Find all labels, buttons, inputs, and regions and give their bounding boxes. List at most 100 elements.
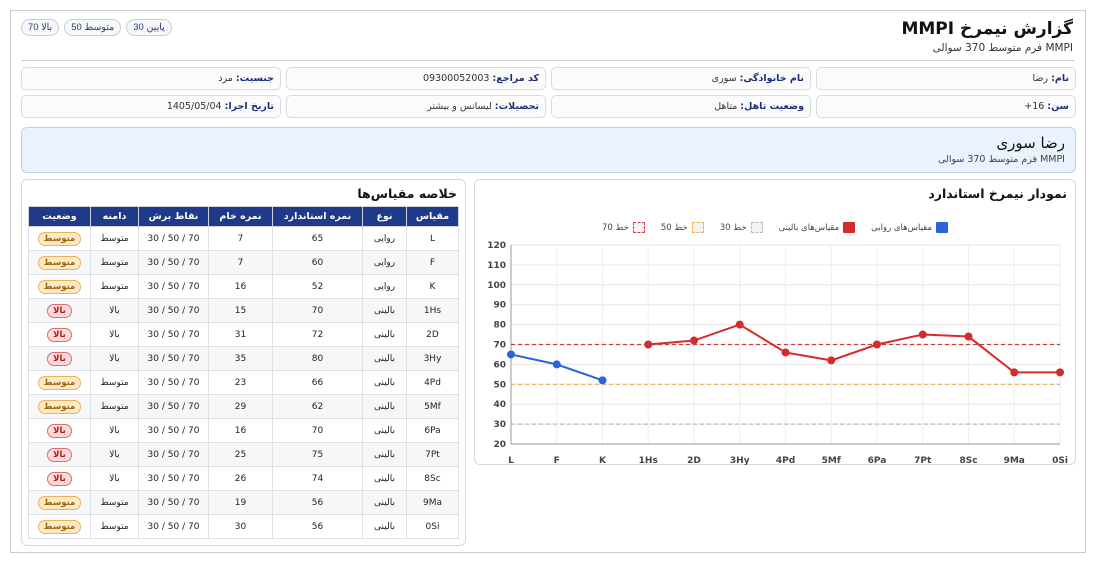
y-tick-label: 90 xyxy=(493,301,506,311)
client-banner: رضا سوری MMPI فرم متوسط 370 سوالی xyxy=(21,127,1076,173)
data-point xyxy=(781,348,790,357)
x-tick-label: 6Pa xyxy=(868,456,887,466)
raw-score-cell: 26 xyxy=(208,466,273,491)
y-tick-label: 50 xyxy=(493,380,506,390)
cutoff-cell: 70 / 50 / 30 xyxy=(138,226,209,251)
data-point xyxy=(690,336,698,345)
raw-score-cell: 30 xyxy=(208,514,273,539)
range-cell: بالا xyxy=(90,346,139,371)
x-tick-label: 0Si xyxy=(1052,456,1068,466)
range-cell: متوسط xyxy=(90,370,139,395)
level-low-button[interactable]: پایین 30 xyxy=(126,19,172,36)
status-badge: بالا xyxy=(47,351,72,366)
status-badge: بالا xyxy=(47,303,72,318)
info-value: سوری xyxy=(711,73,737,84)
table-row: 6Pa بالینی 70 16 70 / 50 / 30 بالا بالا xyxy=(28,418,459,443)
status-badge: متوسط xyxy=(37,519,82,534)
legend-item[interactable]: خط 30 xyxy=(720,222,763,233)
range-cell: متوسط xyxy=(90,250,139,275)
info-gender: جنسیت: مرد xyxy=(21,67,281,90)
legend-swatch xyxy=(843,222,856,233)
type-cell: بالینی xyxy=(362,442,407,467)
type-cell: روایی xyxy=(362,226,407,251)
x-tick-label: 4Pd xyxy=(776,456,795,466)
cutoff-cell: 70 / 50 / 30 xyxy=(138,490,209,515)
x-tick-label: L xyxy=(508,456,514,466)
col-header-scale: مقیاس xyxy=(406,206,459,227)
status-badge: بالا xyxy=(47,423,72,438)
legend-item[interactable]: مقیاس‌های روایی xyxy=(871,222,948,233)
scales-summary-card: خلاصه مقیاس‌ها مقیاس نوع نمره استاندارد … xyxy=(21,179,466,546)
legend-item[interactable]: خط 50 xyxy=(661,222,704,233)
info-first-name: نام: رضا xyxy=(816,67,1076,90)
type-cell: بالینی xyxy=(362,394,407,419)
legend-label: مقیاس‌های روایی xyxy=(871,222,932,233)
page-subtitle: MMPI فرم متوسط 370 سوالی xyxy=(932,42,1073,54)
client-info-grid: نام: رضا نام خانوادگی: سوری کد مراجع: 09300… xyxy=(21,67,1076,118)
scale-cell: 1Hs xyxy=(406,298,459,323)
info-value: متاهل xyxy=(714,101,738,112)
type-cell: بالینی xyxy=(362,418,407,443)
y-tick-label: 60 xyxy=(493,360,506,370)
raw-score-cell: 7 xyxy=(208,226,273,251)
status-badge: متوسط xyxy=(37,495,82,510)
t-score-cell: 66 xyxy=(272,370,363,395)
info-label: کد مراجع: xyxy=(492,73,539,84)
type-cell: بالینی xyxy=(362,466,407,491)
table-row: 4Pd بالینی 66 23 70 / 50 / 30 متوسط متوسط xyxy=(28,370,459,395)
status-cell: بالا xyxy=(28,466,91,491)
data-point xyxy=(507,350,515,359)
data-point xyxy=(735,320,744,329)
table-row: 0Si بالینی 56 30 70 / 50 / 30 متوسط متوسط xyxy=(28,514,459,539)
cutoff-cell: 70 / 50 / 30 xyxy=(138,274,209,299)
report-frame: گزارش نیمرخ MMPI MMPI فرم متوسط 370 سوال… xyxy=(10,10,1086,553)
range-cell: بالا xyxy=(90,418,139,443)
info-value: مرد xyxy=(218,73,233,84)
data-point xyxy=(827,356,836,365)
range-cell: بالا xyxy=(90,442,139,467)
data-point xyxy=(1010,368,1019,377)
x-tick-label: 2D xyxy=(687,456,701,466)
cutoff-cell: 70 / 50 / 30 xyxy=(138,322,209,347)
info-value: 09300052003 xyxy=(422,73,490,84)
t-score-cell: 56 xyxy=(272,514,363,539)
status-cell: متوسط xyxy=(28,250,91,275)
legend-item[interactable]: مقیاس‌های بالینی xyxy=(779,222,856,233)
data-point xyxy=(873,340,881,349)
col-header-t-score: نمره استاندارد xyxy=(272,206,363,227)
table-row: L روایی 65 7 70 / 50 / 30 متوسط متوسط xyxy=(28,226,459,251)
status-badge: متوسط xyxy=(37,399,82,414)
raw-score-cell: 19 xyxy=(208,490,273,515)
cutoff-cell: 70 / 50 / 30 xyxy=(138,370,209,395)
type-cell: بالینی xyxy=(362,322,407,347)
info-age: سن: 16+ xyxy=(816,95,1076,118)
scales-table: مقیاس نوع نمره استاندارد نمره خام نقاط ب… xyxy=(28,206,459,539)
table-row: 8Sc بالینی 74 26 70 / 50 / 30 بالا بالا xyxy=(28,466,459,491)
status-cell: متوسط xyxy=(28,514,91,539)
profile-chart-card: نمودار نیمرخ استاندارد مقیاس‌های روایی مق… xyxy=(474,179,1076,466)
scale-cell: F xyxy=(406,250,459,275)
col-header-raw-score: نمره خام xyxy=(208,206,273,227)
level-mid-button[interactable]: متوسط 50 xyxy=(64,19,122,36)
status-badge: بالا xyxy=(47,471,72,486)
y-tick-label: 110 xyxy=(487,261,506,271)
info-value: 16+ xyxy=(1024,101,1045,112)
legend-item[interactable]: خط 70 xyxy=(602,222,645,233)
t-score-cell: 60 xyxy=(272,250,363,275)
t-score-cell: 75 xyxy=(272,442,363,467)
cutoff-cell: 70 / 50 / 30 xyxy=(138,250,209,275)
table-row: 3Hy بالینی 80 35 70 / 50 / 30 بالا بالا xyxy=(28,346,459,371)
legend-swatch xyxy=(750,222,763,233)
level-high-button[interactable]: بالا 70 xyxy=(21,19,60,36)
table-row: K روایی 52 16 70 / 50 / 30 متوسط متوسط xyxy=(28,274,459,299)
status-cell: بالا xyxy=(28,298,91,323)
level-button-group: بالا 70 متوسط 50 پایین 30 xyxy=(21,19,172,36)
table-row: 7Pt بالینی 75 25 70 / 50 / 30 بالا بالا xyxy=(28,442,459,467)
info-label: نام خانوادگی: xyxy=(739,73,804,84)
col-header-status: وضعیت xyxy=(28,206,91,227)
series-line xyxy=(648,323,1060,374)
x-tick-label: 5Mf xyxy=(822,456,841,466)
legend-label: خط 30 xyxy=(719,222,747,233)
t-score-cell: 62 xyxy=(272,394,363,419)
t-score-cell: 74 xyxy=(272,466,363,491)
